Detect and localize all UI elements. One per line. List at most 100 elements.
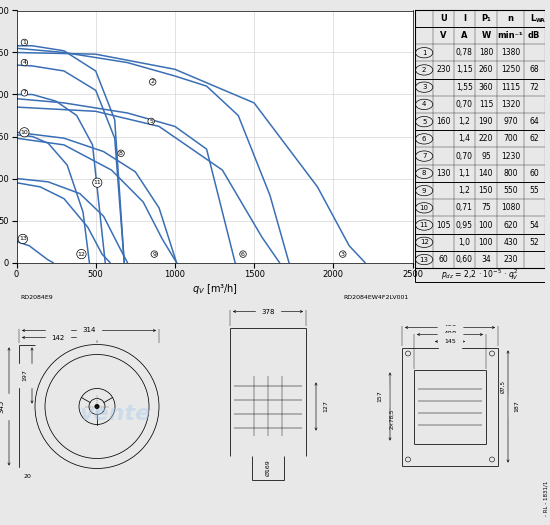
Text: 150: 150 [478, 186, 493, 195]
Text: L: L [530, 14, 535, 23]
Text: 2: 2 [422, 67, 426, 73]
Text: 7: 7 [23, 90, 26, 96]
Text: 970: 970 [503, 117, 518, 126]
Text: 100: 100 [478, 220, 493, 229]
Text: 550: 550 [503, 186, 518, 195]
Text: min⁻¹: min⁻¹ [498, 31, 523, 40]
Text: 1,4: 1,4 [458, 134, 470, 143]
Text: 180: 180 [478, 48, 493, 57]
Text: 10: 10 [420, 205, 428, 211]
Text: 3: 3 [422, 84, 426, 90]
Text: 130: 130 [436, 169, 451, 178]
Text: A: A [461, 31, 468, 40]
Text: 8: 8 [119, 151, 123, 156]
Text: 9: 9 [152, 251, 156, 257]
Text: dB: dB [528, 31, 540, 40]
Text: 0,60: 0,60 [456, 255, 473, 264]
Text: 0,78: 0,78 [456, 48, 473, 57]
Text: 345: 345 [0, 400, 4, 413]
Text: 1230: 1230 [501, 152, 520, 161]
Text: 2×78,5: 2×78,5 [389, 408, 394, 429]
Text: 20: 20 [23, 474, 31, 479]
Text: 1: 1 [422, 50, 426, 56]
Text: 5: 5 [149, 119, 153, 124]
Text: Ø169: Ø169 [266, 459, 271, 476]
Text: Ø7,5: Ø7,5 [500, 380, 505, 393]
Text: 1115: 1115 [501, 82, 520, 92]
Text: WA: WA [536, 18, 545, 23]
Text: 1: 1 [23, 40, 26, 45]
Text: 13: 13 [19, 236, 27, 242]
Text: 1,0: 1,0 [458, 238, 470, 247]
Text: 260: 260 [478, 66, 493, 75]
Text: 378: 378 [261, 309, 275, 314]
Text: 190: 190 [478, 117, 493, 126]
Text: 127: 127 [323, 401, 328, 413]
Text: 0,71: 0,71 [456, 203, 473, 212]
Text: 197: 197 [23, 370, 28, 382]
Text: 6: 6 [241, 251, 245, 257]
Text: 60: 60 [529, 169, 539, 178]
Text: W: W [481, 31, 491, 40]
Text: 145: 145 [444, 339, 456, 344]
Text: 187: 187 [514, 401, 520, 412]
Text: 8: 8 [422, 170, 426, 176]
Text: 55: 55 [529, 186, 539, 195]
Text: 105: 105 [436, 220, 451, 229]
Text: 314: 314 [82, 328, 96, 333]
Text: 360: 360 [478, 82, 493, 92]
Text: 408: 408 [443, 331, 456, 338]
Text: 9: 9 [422, 187, 426, 194]
Text: I: I [463, 14, 466, 23]
Text: 700: 700 [503, 134, 518, 143]
Text: 12: 12 [78, 251, 85, 257]
Text: 64: 64 [529, 117, 539, 126]
Text: 10: 10 [20, 130, 28, 135]
Text: 0,95: 0,95 [456, 220, 473, 229]
Text: 230: 230 [503, 255, 518, 264]
Text: 72: 72 [529, 82, 539, 92]
Text: 115: 115 [478, 100, 493, 109]
Text: 95: 95 [481, 152, 491, 161]
Text: - RL - 1831/1: - RL - 1831/1 [543, 481, 548, 517]
Text: 2: 2 [151, 79, 155, 85]
Text: 7: 7 [422, 153, 426, 159]
Text: 220: 220 [478, 134, 493, 143]
Text: 438: 438 [443, 324, 456, 331]
Text: 1080: 1080 [501, 203, 520, 212]
Text: 60: 60 [439, 255, 448, 264]
Text: vente: vente [79, 404, 151, 425]
Text: $p_{dz}$ = 2,2 · 10$^{-5}$ · $q_V^2$: $p_{dz}$ = 2,2 · 10$^{-5}$ · $q_V^2$ [441, 268, 519, 282]
Text: 5: 5 [422, 119, 426, 124]
Text: 1,1: 1,1 [458, 169, 470, 178]
Text: 11: 11 [420, 222, 428, 228]
Text: 54: 54 [529, 220, 539, 229]
Circle shape [95, 405, 99, 408]
Text: n: n [508, 14, 514, 23]
Text: 1,55: 1,55 [456, 82, 473, 92]
Text: 12: 12 [420, 239, 428, 245]
Text: U: U [440, 14, 447, 23]
Text: 1380: 1380 [501, 48, 520, 57]
Text: 0,70: 0,70 [456, 152, 473, 161]
Text: 430: 430 [503, 238, 518, 247]
Text: 1250: 1250 [501, 66, 520, 75]
X-axis label: $q_V$ [m³/h]: $q_V$ [m³/h] [191, 282, 238, 296]
Text: 13: 13 [420, 257, 428, 262]
Text: 230: 230 [436, 66, 451, 75]
Text: 34: 34 [481, 255, 491, 264]
Text: 75: 75 [481, 203, 491, 212]
Text: P₁: P₁ [481, 14, 491, 23]
Text: 100: 100 [478, 238, 493, 247]
Text: 1,2: 1,2 [458, 186, 470, 195]
Text: RD2084EW4F2LV001: RD2084EW4F2LV001 [343, 295, 409, 300]
Text: 620: 620 [503, 220, 518, 229]
Text: 0,70: 0,70 [456, 100, 473, 109]
Text: 52: 52 [529, 238, 539, 247]
Text: 1,15: 1,15 [456, 66, 472, 75]
Text: 1320: 1320 [501, 100, 520, 109]
Text: 68: 68 [529, 66, 539, 75]
Text: 157: 157 [377, 391, 382, 402]
Text: 6: 6 [422, 136, 426, 142]
Text: 3: 3 [341, 251, 345, 257]
